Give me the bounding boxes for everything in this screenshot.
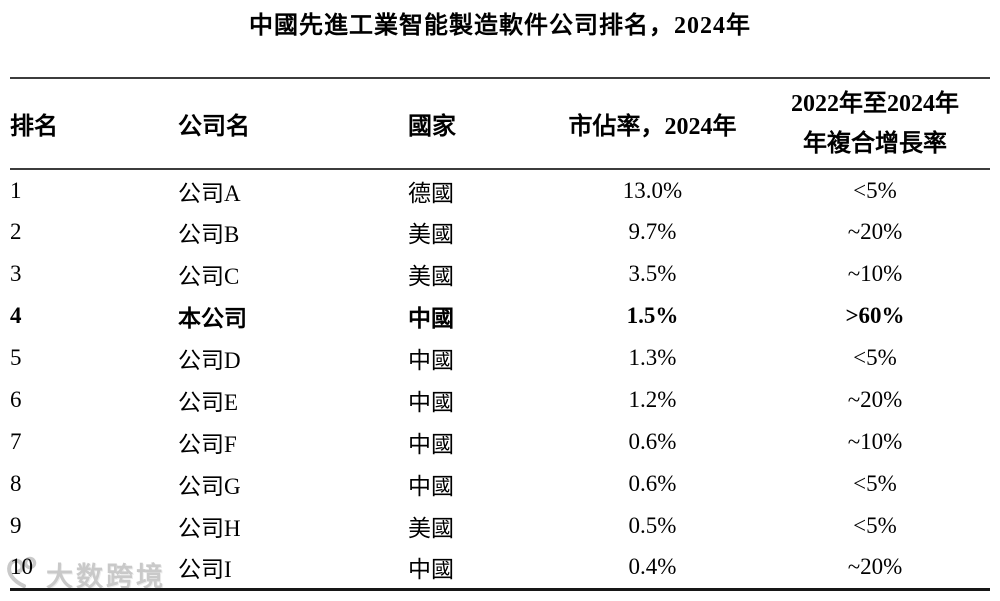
cell-company: 公司A	[178, 180, 241, 206]
cell-cagr: <5%	[853, 177, 897, 203]
table-row: 3 公司C 美國 3.5% ~10%	[10, 253, 990, 295]
page-title: 中國先進工業智能製造軟件公司排名，2024年	[249, 13, 751, 39]
cell-cagr: ~10%	[847, 429, 903, 454]
cell-cagr: ~20%	[847, 219, 903, 244]
cell-market-share: 9.7%	[628, 219, 677, 244]
cell-cagr: ~20%	[847, 554, 903, 580]
cell-rank: 4	[10, 303, 22, 328]
cell-company: 本公司	[178, 306, 247, 331]
cell-company: 公司G	[178, 474, 241, 499]
cell-country: 美國	[408, 264, 454, 289]
cell-market-share: 1.2%	[628, 387, 677, 412]
cell-company: 公司C	[178, 264, 240, 289]
cell-company: 公司E	[178, 390, 239, 415]
cell-market-share: 0.6%	[628, 429, 677, 454]
table-row: 8 公司G 中國 0.6% <5%	[10, 463, 990, 505]
cell-rank: 2	[10, 219, 22, 244]
cell-cagr: ~20%	[847, 387, 903, 412]
cell-country: 中國	[408, 306, 454, 331]
cell-company: 公司B	[178, 222, 240, 247]
cell-country: 美國	[408, 516, 454, 541]
table-row: 9 公司H 美國 0.5% <5%	[10, 505, 990, 547]
cell-rank: 9	[10, 513, 22, 538]
cell-rank: 10	[10, 554, 33, 580]
cell-market-share: 3.5%	[628, 261, 677, 286]
cell-cagr: <5%	[853, 513, 897, 538]
cell-country: 中國	[408, 390, 454, 415]
header-company: 公司名	[178, 114, 250, 140]
ranking-table: 排名 公司名 國家 市佔率，2024年 2022年至2024年 年複合增長率 1…	[10, 77, 990, 591]
cell-cagr: ~10%	[847, 261, 903, 286]
table-header-row: 排名 公司名 國家 市佔率，2024年 2022年至2024年 年複合增長率	[10, 78, 990, 169]
table-row: 5 公司D 中國 1.3% <5%	[10, 337, 990, 379]
header-cagr-line1: 2022年至2024年	[791, 90, 959, 117]
cell-cagr: <5%	[853, 345, 897, 370]
cell-company: 公司H	[178, 516, 241, 541]
table-row: 1 公司A 德國 13.0% <5%	[10, 169, 990, 211]
cell-market-share: 13.0%	[622, 177, 683, 203]
table-row: 2 公司B 美國 9.7% ~20%	[10, 211, 990, 253]
cell-cagr: <5%	[853, 471, 897, 496]
cell-market-share: 0.4%	[628, 554, 677, 580]
cell-rank: 6	[10, 387, 22, 412]
cell-cagr: >60%	[845, 303, 905, 328]
cell-country: 美國	[408, 222, 454, 247]
cell-country: 中國	[408, 432, 454, 457]
cell-market-share: 0.6%	[628, 471, 677, 496]
cell-country: 德國	[408, 180, 454, 206]
table-row: 4 本公司 中國 1.5% >60%	[10, 295, 990, 337]
table-body: 1 公司A 德國 13.0% <5% 2 公司B 美國 9.7% ~20% 3 …	[10, 169, 990, 589]
cell-company: 公司F	[178, 432, 237, 457]
cell-company: 公司D	[178, 348, 241, 373]
cell-market-share: 1.5%	[626, 303, 679, 328]
header-rank: 排名	[10, 114, 58, 140]
cell-rank: 8	[10, 471, 22, 496]
table-row: 6 公司E 中國 1.2% ~20%	[10, 379, 990, 421]
cell-country: 中國	[408, 474, 454, 499]
cell-country: 中國	[408, 348, 454, 373]
cell-market-share: 1.3%	[628, 345, 677, 370]
cell-rank: 7	[10, 429, 22, 454]
header-cagr-line2: 年複合增長率	[803, 130, 947, 157]
header-country: 國家	[408, 114, 456, 140]
cell-country: 中國	[408, 557, 454, 583]
header-cagr: 2022年至2024年 年複合增長率	[760, 78, 990, 169]
cell-company: 公司I	[178, 557, 232, 583]
cell-rank: 3	[10, 261, 22, 286]
header-market-share: 市佔率，2024年	[568, 114, 737, 140]
table-row: 10 公司I 中國 0.4% ~20%	[10, 547, 990, 589]
cell-rank: 1	[10, 177, 22, 203]
cell-rank: 5	[10, 345, 22, 370]
cell-market-share: 0.5%	[628, 513, 677, 538]
table-row: 7 公司F 中國 0.6% ~10%	[10, 421, 990, 463]
table-header: 排名 公司名 國家 市佔率，2024年 2022年至2024年 年複合增長率	[10, 78, 990, 169]
